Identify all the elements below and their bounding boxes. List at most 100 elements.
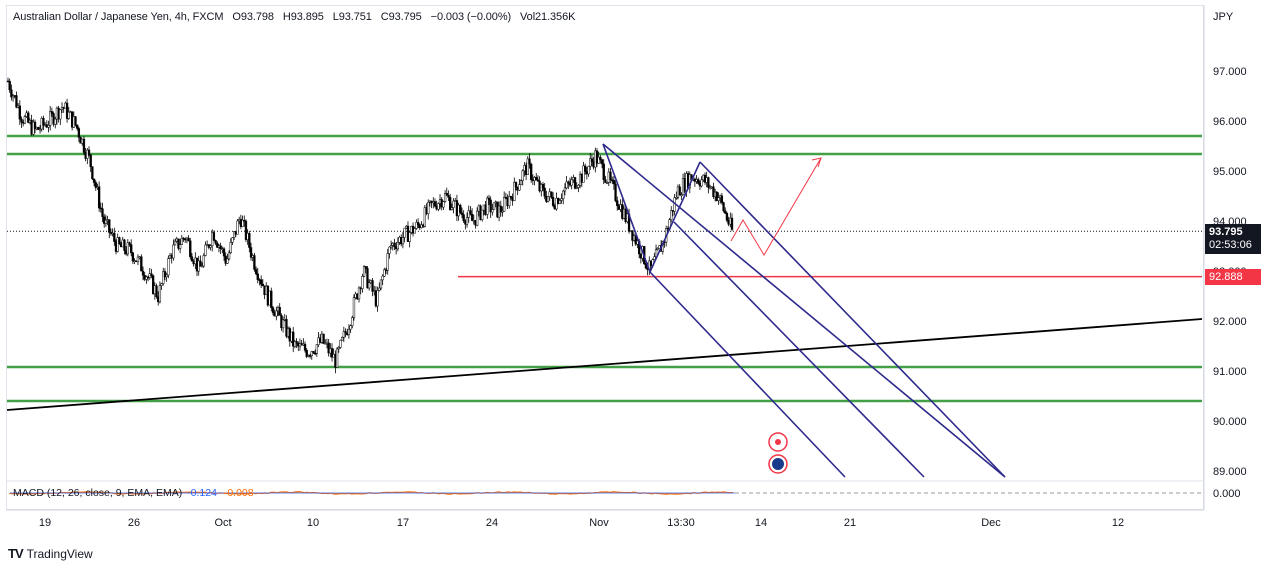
candle-body	[381, 275, 384, 281]
candle	[470, 208, 474, 221]
brand-name: TradingView	[26, 546, 93, 561]
symbol-title[interactable]: Australian Dollar / Japanese Yen, 4h, FX…	[13, 11, 224, 23]
ohlc-low: L93.751	[332, 11, 372, 23]
projection-path[interactable]	[730, 157, 822, 256]
candle-body	[167, 258, 170, 276]
candle-body	[597, 156, 600, 164]
tradingview-logo[interactable]: TV TradingView	[8, 546, 93, 561]
currency-label[interactable]: JPY	[1213, 11, 1234, 23]
candle	[609, 168, 612, 184]
candle	[18, 100, 21, 125]
candle	[616, 196, 619, 211]
candle	[614, 180, 617, 203]
candle	[612, 175, 616, 190]
candle	[293, 340, 297, 349]
candle-body	[281, 319, 285, 329]
candle-body	[131, 252, 135, 262]
candle	[678, 184, 681, 196]
candle	[460, 207, 464, 219]
candle	[604, 175, 607, 184]
candle	[584, 163, 587, 175]
candle-body	[204, 244, 207, 256]
candle	[437, 202, 440, 212]
candle	[577, 184, 580, 193]
candle	[371, 278, 374, 297]
candle	[227, 250, 231, 261]
candle-body	[565, 181, 568, 189]
current-price-tag: 93.795 02:53:06	[1205, 224, 1261, 254]
candle	[459, 203, 462, 215]
candle	[644, 262, 648, 270]
candle	[503, 191, 506, 212]
candle	[209, 244, 212, 251]
candle-body	[172, 244, 175, 259]
candle	[172, 239, 175, 261]
candle-body	[445, 193, 448, 196]
channel-upper-line-2[interactable]	[699, 161, 1006, 478]
candle-body	[599, 156, 602, 161]
candle-body	[202, 255, 205, 267]
channel-median-line[interactable]	[673, 221, 925, 478]
candle-body	[535, 177, 538, 181]
channel-left-edge[interactable]	[602, 143, 651, 273]
candle-body	[521, 170, 524, 181]
candle	[423, 204, 426, 228]
candle	[368, 278, 371, 291]
plot-area[interactable]	[6, 5, 1204, 510]
candle	[200, 262, 204, 268]
candle	[182, 237, 185, 242]
macd-legend[interactable]: MACD (12, 26, close, 9, EMA, EMA) -0.124…	[13, 487, 254, 499]
candle	[113, 227, 116, 246]
candle-body	[347, 328, 351, 336]
candle-body	[543, 187, 546, 197]
candle-body	[303, 343, 307, 351]
candle	[330, 343, 334, 362]
candle	[243, 215, 246, 227]
candle-body	[670, 210, 673, 221]
candle	[551, 192, 555, 208]
candle	[136, 254, 140, 266]
y-tick-label: 92.000	[1213, 316, 1247, 328]
candle	[295, 338, 298, 348]
candle-body	[379, 279, 383, 289]
candle-body	[396, 242, 399, 250]
candle-body	[10, 89, 13, 98]
level-price-tag: 92.888	[1205, 269, 1261, 285]
candle-body	[678, 186, 681, 196]
candle-body	[209, 245, 212, 248]
candle	[535, 172, 538, 181]
candle-body	[339, 339, 342, 348]
x-tick-label: 24	[486, 517, 498, 529]
candle-body	[160, 283, 163, 286]
candle-body	[656, 247, 659, 250]
candle-body	[514, 182, 518, 188]
candle-body	[199, 260, 202, 267]
candle	[590, 154, 594, 167]
candle	[77, 126, 81, 143]
candle-body	[427, 201, 430, 214]
channel-upper-line[interactable]	[602, 143, 1006, 478]
candle-body	[449, 197, 452, 211]
pitchfork-handle[interactable]	[649, 161, 701, 273]
candle-body	[551, 197, 555, 206]
candle	[415, 219, 418, 230]
candle	[393, 238, 396, 250]
candle	[305, 348, 308, 358]
candle	[388, 246, 391, 259]
candle-body	[42, 118, 45, 126]
candle-body	[327, 342, 330, 354]
channel-lower-line[interactable]	[649, 271, 846, 478]
candle-body	[227, 252, 231, 260]
candle	[232, 231, 236, 240]
bar-countdown: 02:53:06	[1209, 239, 1252, 251]
candle	[202, 253, 205, 268]
candle	[173, 238, 177, 246]
candle	[89, 154, 92, 172]
candle-body	[190, 256, 194, 262]
candle-body	[89, 154, 92, 167]
candle	[162, 267, 165, 286]
ascending-trendline[interactable]	[6, 318, 1203, 411]
candle	[339, 339, 342, 349]
